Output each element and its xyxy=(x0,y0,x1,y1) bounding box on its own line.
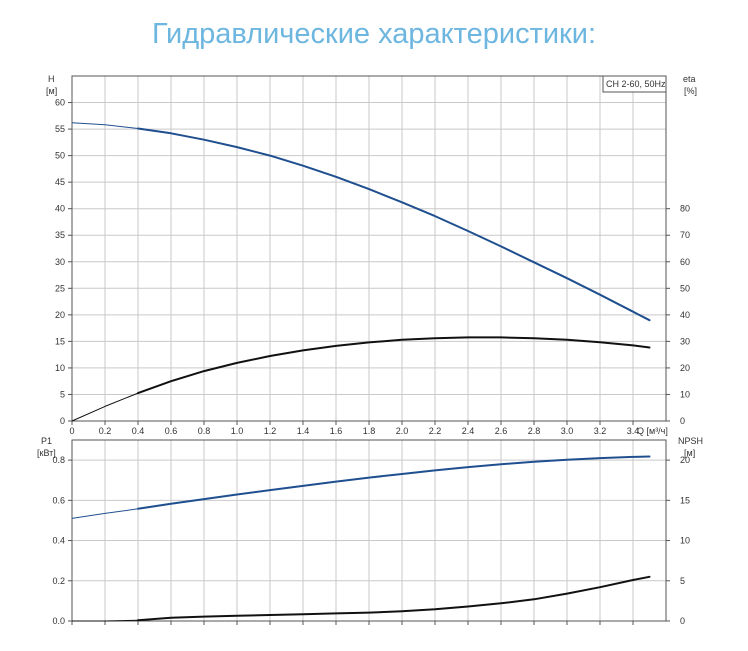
x-tick-label: 1.8 xyxy=(363,426,376,436)
x-tick-label: 0.6 xyxy=(165,426,178,436)
top-left-tick-labels: 0 5 10 15 20 25 30 35 40 45 50 55 60 xyxy=(55,98,72,426)
series-line-secondary xyxy=(137,575,651,622)
p1-unit: [кВт] xyxy=(37,448,56,458)
y-right-tick-label: 10 xyxy=(680,536,690,546)
y-right-tick-label: 50 xyxy=(680,283,690,293)
npsh-unit: [м] xyxy=(684,448,695,458)
legend-frame xyxy=(602,75,667,93)
series-line-primary xyxy=(137,127,651,322)
bottom-right-tick-labels: 0 5 10 15 20 xyxy=(666,455,690,626)
y-right-tick-label: 60 xyxy=(680,257,690,267)
bottom-grid xyxy=(71,440,666,625)
bottom-plot-frame xyxy=(71,439,667,622)
top-right-tick-labels: 0 10 20 30 40 50 60 70 80 xyxy=(666,204,690,426)
y-left-tick-label: 20 xyxy=(55,310,65,320)
head-efficiency-chart: 0 0.2 0.4 0.6 0.8 1.0 1.2 1.4 1.6 1.8 2.0 2.2 2.4 2.6… xyxy=(46,74,697,436)
y-right-tick-label: 40 xyxy=(680,310,690,320)
y-left-tick-label: 50 xyxy=(55,151,65,161)
y-right-tick-label: 10 xyxy=(680,389,690,399)
page-title: Гидравлические характеристики: xyxy=(151,18,597,50)
x-tick-label: 3.4 xyxy=(627,426,640,436)
x-tick-label: 1.2 xyxy=(264,426,277,436)
series-line-extrapolated xyxy=(71,508,139,519)
y-right-tick-label: 70 xyxy=(680,230,690,240)
x-tick-label: 1.0 xyxy=(231,426,244,436)
x-tick-label: 3.2 xyxy=(594,426,607,436)
y-right-tick-label: 20 xyxy=(680,363,690,373)
series-line-extrapolated xyxy=(72,619,139,622)
y-left-tick-label: 35 xyxy=(55,230,65,240)
x-tick-label: 0.4 xyxy=(132,426,145,436)
y-left-tick-label: 25 xyxy=(55,283,65,293)
x-axis-label: Q [м³/ч] xyxy=(637,426,668,436)
y-left-tick-label: 60 xyxy=(55,98,65,108)
top-x-tick-labels: 0 0.2 0.4 0.6 0.8 1.0 1.2 1.4 1.6 1.8 2.0 2.2 2.4 2.6… xyxy=(69,421,639,436)
series-line-primary xyxy=(137,455,651,510)
y-left-tick-label: 0.0 xyxy=(52,616,65,626)
y-right-tick-label: 80 xyxy=(680,204,690,214)
y-right-tick-label: 15 xyxy=(680,495,690,505)
x-tick-label: 0 xyxy=(69,426,74,436)
y-right-tick-label: 0 xyxy=(680,616,685,626)
series-line-extrapolated xyxy=(71,122,139,129)
y-left-tick-label: 0.2 xyxy=(52,576,65,586)
x-tick-label: 2.4 xyxy=(462,426,475,436)
y-left-label: H xyxy=(48,74,55,84)
series-line-secondary xyxy=(137,336,651,395)
x-tick-label: 2.6 xyxy=(495,426,508,436)
y-right-tick-label: 0 xyxy=(680,416,685,426)
bottom-left-tick-labels: 0.0 0.2 0.4 0.6 0.8 xyxy=(52,455,72,626)
top-series xyxy=(71,122,651,422)
top-grid xyxy=(72,76,666,421)
y-left-tick-label: 0.4 xyxy=(52,536,65,546)
y-left-tick-label: 55 xyxy=(55,124,65,134)
y-left-tick-label: 30 xyxy=(55,257,65,267)
y-left-tick-label: 45 xyxy=(55,177,65,187)
bottom-series xyxy=(71,455,651,622)
x-tick-label: 1.6 xyxy=(330,426,343,436)
series-line-extrapolated xyxy=(71,392,139,422)
y-left-tick-label: 15 xyxy=(55,336,65,346)
legend-text: CH 2-60, 50Hz xyxy=(606,79,666,89)
x-tick-label: 2.0 xyxy=(396,426,409,436)
y-right-unit: [%] xyxy=(684,86,697,96)
y-left-tick-label: 40 xyxy=(55,204,65,214)
x-tick-label: 0.8 xyxy=(198,426,211,436)
x-tick-label: 0.2 xyxy=(99,426,112,436)
y-left-unit: [м] xyxy=(46,86,57,96)
y-left-tick-label: 0.6 xyxy=(52,495,65,505)
x-tick-label: 3.0 xyxy=(561,426,574,436)
npsh-label: NPSH xyxy=(678,436,703,446)
x-tick-label: 2.8 xyxy=(528,426,541,436)
y-right-tick-label: 5 xyxy=(680,576,685,586)
x-tick-label: 2.2 xyxy=(429,426,442,436)
p1-label: P1 xyxy=(41,436,52,446)
y-left-tick-label: 0 xyxy=(60,416,65,426)
y-right-label: eta xyxy=(683,74,696,84)
chart-legend: CH 2-60, 50Hz xyxy=(602,75,667,93)
power-npsh-chart: 0.0 0.2 0.4 0.6 0.8 0 5 10 15 20 P1 [кВт] NPSH [… xyxy=(37,436,703,626)
y-right-tick-label: 30 xyxy=(680,336,690,346)
y-right-tick-label: 20 xyxy=(680,455,690,465)
y-left-tick-label: 5 xyxy=(60,389,65,399)
x-tick-label: 1.4 xyxy=(297,426,310,436)
y-left-tick-label: 10 xyxy=(55,363,65,373)
y-left-tick-label: 0.8 xyxy=(52,455,65,465)
